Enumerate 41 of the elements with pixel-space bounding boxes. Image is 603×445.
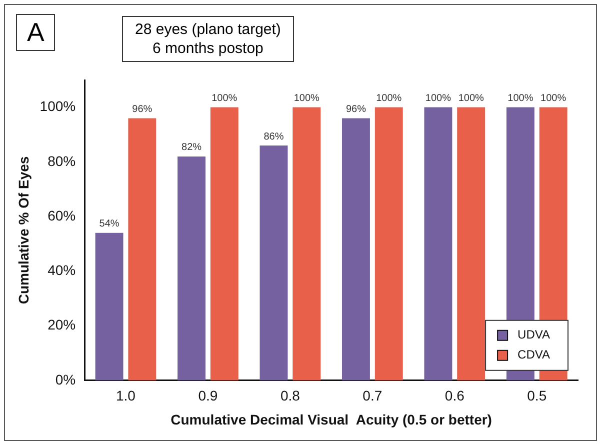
x-tick-label: 0.5 <box>527 388 547 404</box>
bar <box>342 118 370 380</box>
bar <box>457 107 486 380</box>
legend-label: UDVA <box>518 328 550 342</box>
x-tick-label: 0.6 <box>444 388 465 404</box>
y-tick-label: 80% <box>48 152 76 169</box>
bar <box>178 156 206 380</box>
data-label: 100% <box>376 93 402 104</box>
y-tick-label: 60% <box>48 207 76 224</box>
y-tick-label: 0% <box>55 371 76 388</box>
data-label: 54% <box>99 218 120 230</box>
data-label: 100% <box>458 93 484 104</box>
chart-title: 28 eyes (plano target) <box>135 20 281 39</box>
y-axis-title: Cumulative % Of Eyes <box>15 156 32 304</box>
data-label: 100% <box>212 93 238 104</box>
x-tick-label: 0.8 <box>280 388 300 404</box>
bar <box>95 232 124 380</box>
x-tick-label: 0.9 <box>198 388 218 404</box>
x-tick-label: 1.0 <box>116 388 136 404</box>
data-label: 86% <box>264 131 284 142</box>
bar <box>292 107 321 380</box>
bar <box>374 107 403 380</box>
bar <box>210 107 238 380</box>
text: A <box>16 14 56 51</box>
bar <box>424 107 452 380</box>
bar <box>260 146 288 380</box>
y-tick-label: 40% <box>48 262 76 278</box>
legend-label: CDVA <box>518 348 550 362</box>
data-label: 100% <box>425 93 452 104</box>
chart-subtitle: 6 months postop <box>152 39 264 58</box>
data-label: 100% <box>508 93 534 104</box>
bar <box>128 118 156 380</box>
data-label: 96% <box>346 104 366 115</box>
y-tick-label: 20% <box>48 316 76 333</box>
data-label: 96% <box>132 104 152 115</box>
data-label: 100% <box>294 93 320 104</box>
x-axis-title: Cumulative Decimal Visual Acuity (0.5 or better) <box>170 411 492 428</box>
y-tick-label: 100% <box>40 98 76 114</box>
data-label: 100% <box>540 93 566 104</box>
x-tick-label: 0.7 <box>362 388 382 404</box>
data-label: 82% <box>182 142 202 154</box>
